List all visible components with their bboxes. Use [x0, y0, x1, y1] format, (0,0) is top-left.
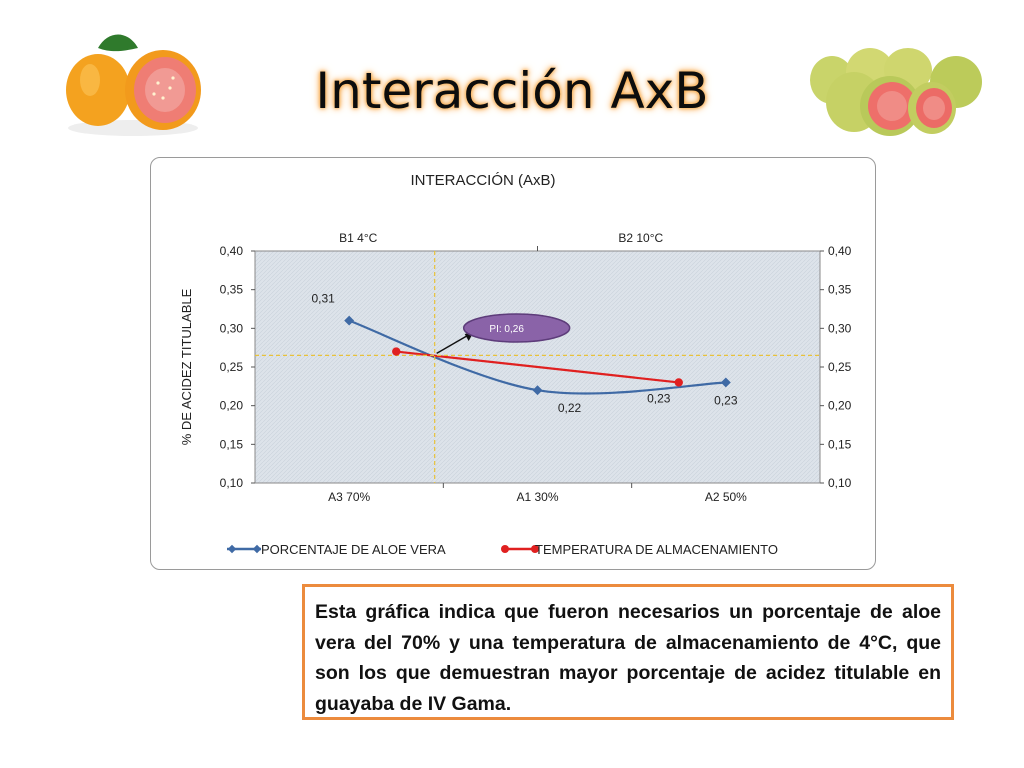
- point-aloe-vera-1: [532, 385, 543, 396]
- y-tick-label-left-0: 0,10: [220, 476, 244, 490]
- callout-bubble: [462, 313, 571, 343]
- data-label-aloe-vera-0: 0,31: [311, 292, 335, 306]
- x-top-label-1: B2 10°C: [618, 231, 663, 245]
- data-label-aloe-vera-1: 0,22: [558, 401, 582, 415]
- data-label-temperatura-1: 0,23: [647, 391, 671, 405]
- legend-marker-temp: [501, 545, 509, 553]
- guava-image-left: [66, 34, 201, 136]
- y-tick-label-right-6: 0,40: [828, 244, 852, 258]
- x-top-label-0: B1 4°C: [339, 231, 377, 245]
- legend-marker-aloe-2: [252, 544, 262, 554]
- y-axis-label: % DE ACIDEZ TITULABLE: [179, 288, 194, 445]
- legend: PORCENTAJE DE ALOE VERA TEMPERATURA DE A…: [227, 542, 778, 557]
- y-tick-label-left-5: 0,35: [220, 283, 244, 297]
- x-bottom-label-0: A3 70%: [328, 490, 370, 504]
- y-tick-label-left-6: 0,40: [220, 244, 244, 258]
- conclusion-textbox: Esta gráfica indica que fueron necesario…: [302, 584, 954, 720]
- x-bottom-label-2: A2 50%: [705, 490, 747, 504]
- y-tick-label-right-1: 0,15: [828, 437, 852, 451]
- y-tick-label-left-1: 0,15: [220, 437, 244, 451]
- chart-container: INTERACCIÓN (AxB) % DE ACIDEZ TITULABLE …: [150, 157, 876, 570]
- legend-marker-temp-2: [531, 545, 539, 553]
- series-line-temperatura: [396, 350, 679, 384]
- y-tick-label-right-4: 0,30: [828, 321, 852, 335]
- y-tick-label-right-3: 0,25: [828, 360, 852, 374]
- y-tick-label-right-5: 0,35: [828, 283, 852, 297]
- legend-marker-aloe: [227, 544, 237, 554]
- guava-image-right: [810, 48, 982, 136]
- interaction-chart: INTERACCIÓN (AxB) % DE ACIDEZ TITULABLE …: [179, 172, 852, 557]
- x-bottom-label-1: A1 30%: [516, 490, 558, 504]
- slide-title: Interacción AxB: [315, 62, 709, 120]
- point-temperatura-1: [674, 378, 683, 387]
- callout-label: PI: 0,26: [489, 324, 524, 335]
- legend-label-aloe: PORCENTAJE DE ALOE VERA: [261, 542, 446, 557]
- data-label-aloe-vera-2: 0,23: [714, 393, 738, 407]
- y-tick-label-right-0: 0,10: [828, 476, 852, 490]
- y-tick-label-left-2: 0,20: [220, 399, 244, 413]
- y-tick-label-left-4: 0,30: [220, 321, 244, 335]
- point-aloe-vera-0: [344, 315, 355, 326]
- point-aloe-vera-2: [720, 377, 731, 388]
- y-tick-label-right-2: 0,20: [828, 399, 852, 413]
- point-temperatura-0: [392, 347, 401, 356]
- y-tick-label-left-3: 0,25: [220, 360, 244, 374]
- legend-label-temp: TEMPERATURA DE ALMACENAMIENTO: [535, 542, 778, 557]
- chart-title: INTERACCIÓN (AxB): [410, 172, 555, 189]
